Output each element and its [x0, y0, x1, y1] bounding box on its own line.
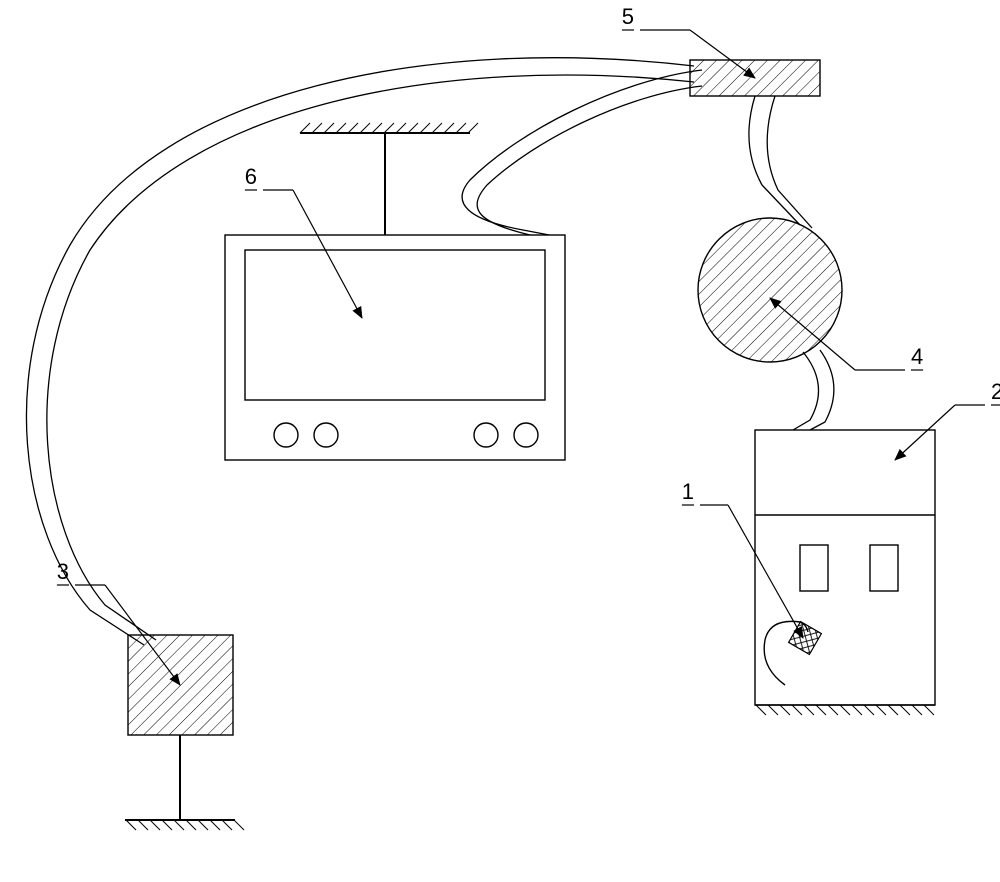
- ceiling-monitor: [225, 133, 565, 460]
- leader-6-label: 6: [245, 164, 257, 189]
- leader-1-label: 1: [682, 479, 694, 504]
- diagram-svg: 5 4 2 1 3 6: [0, 0, 1000, 882]
- leader-3-label: 3: [57, 559, 69, 584]
- kiosk-button-0: [800, 545, 828, 591]
- monitor-knob-3: [514, 423, 538, 447]
- leader-2-label: 2: [991, 379, 1000, 404]
- leader-4-label: 4: [911, 344, 923, 369]
- ground-hatch: [300, 123, 478, 133]
- ground-hatch: [126, 820, 244, 830]
- monitor-knob-1: [314, 423, 338, 447]
- leader-5-label: 5: [622, 4, 634, 29]
- ground-hatch: [756, 705, 934, 715]
- telephone-kiosk: [755, 430, 935, 705]
- monitor-knob-0: [274, 423, 298, 447]
- diagram-stage: 5 4 2 1 3 6: [0, 0, 1000, 882]
- kiosk-button-1: [870, 545, 898, 591]
- monitor-screen: [245, 250, 545, 400]
- monitor-knob-2: [474, 423, 498, 447]
- box-on-stand: [125, 635, 235, 820]
- cable-c_5_to_6: [462, 70, 702, 245]
